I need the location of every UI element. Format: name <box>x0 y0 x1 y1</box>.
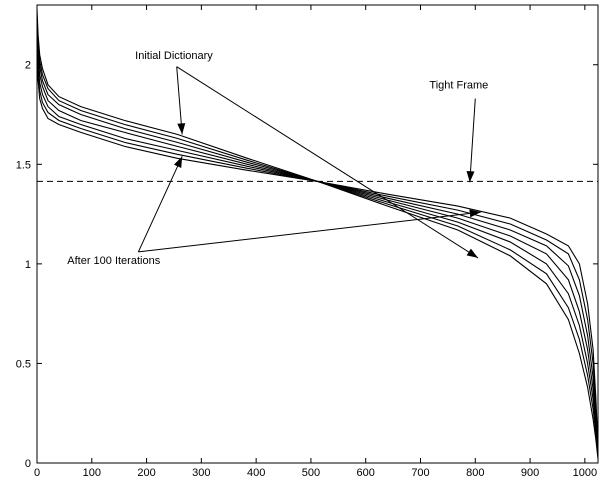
y-tick-label: 0.5 <box>16 358 31 370</box>
x-axis-ticks: 0 100 200 300 400 500 600 700 800 900 1000 <box>34 5 597 479</box>
y-tick-label: 1.5 <box>16 159 31 171</box>
annotation-label: After 100 Iterations <box>67 255 160 267</box>
x-tick-label: 700 <box>411 467 429 479</box>
annotation-arrow <box>137 156 183 253</box>
annotation-label: Initial Dictionary <box>135 50 213 62</box>
x-tick-label: 500 <box>302 467 320 479</box>
series-line-5 <box>36 40 599 452</box>
annotation-arrow <box>469 98 476 183</box>
annotation-arrows <box>137 66 481 259</box>
annotation-arrow <box>176 66 183 135</box>
x-tick-label: 0 <box>34 467 40 479</box>
series-line-2 <box>36 16 599 458</box>
x-tick-label: 600 <box>357 467 375 479</box>
y-tick-label: 2 <box>25 60 31 72</box>
x-tick-label: 1000 <box>573 467 597 479</box>
arrow-head-icon <box>466 170 475 183</box>
x-tick-label: 900 <box>521 467 539 479</box>
series-line-1 <box>36 8 599 460</box>
y-tick-label: 1 <box>25 259 31 271</box>
series-line-3 <box>36 24 599 456</box>
x-tick-label: 800 <box>466 467 484 479</box>
annotation-arrow <box>176 66 479 259</box>
arrow-head-icon <box>173 156 183 169</box>
y-tick-label: 0 <box>25 458 31 470</box>
curve-group <box>36 8 599 460</box>
annotation-arrow <box>138 211 481 253</box>
annotation-label: Tight Frame <box>429 80 488 92</box>
arrow-head-icon <box>469 209 481 218</box>
x-tick-label: 400 <box>247 467 265 479</box>
annotation-labels: Initial Dictionary Tight Frame After 100 I… <box>67 50 488 267</box>
arrow-head-icon <box>466 248 479 258</box>
y-axis-ticks: 0 0.5 1 1.5 2 <box>16 60 598 470</box>
plot-frame <box>36 4 599 464</box>
x-tick-label: 200 <box>137 467 155 479</box>
series-line-6 <box>36 48 599 450</box>
series-line-4 <box>36 32 599 454</box>
x-tick-label: 300 <box>192 467 210 479</box>
x-tick-label: 100 <box>83 467 101 479</box>
arrow-head-icon <box>177 123 186 135</box>
